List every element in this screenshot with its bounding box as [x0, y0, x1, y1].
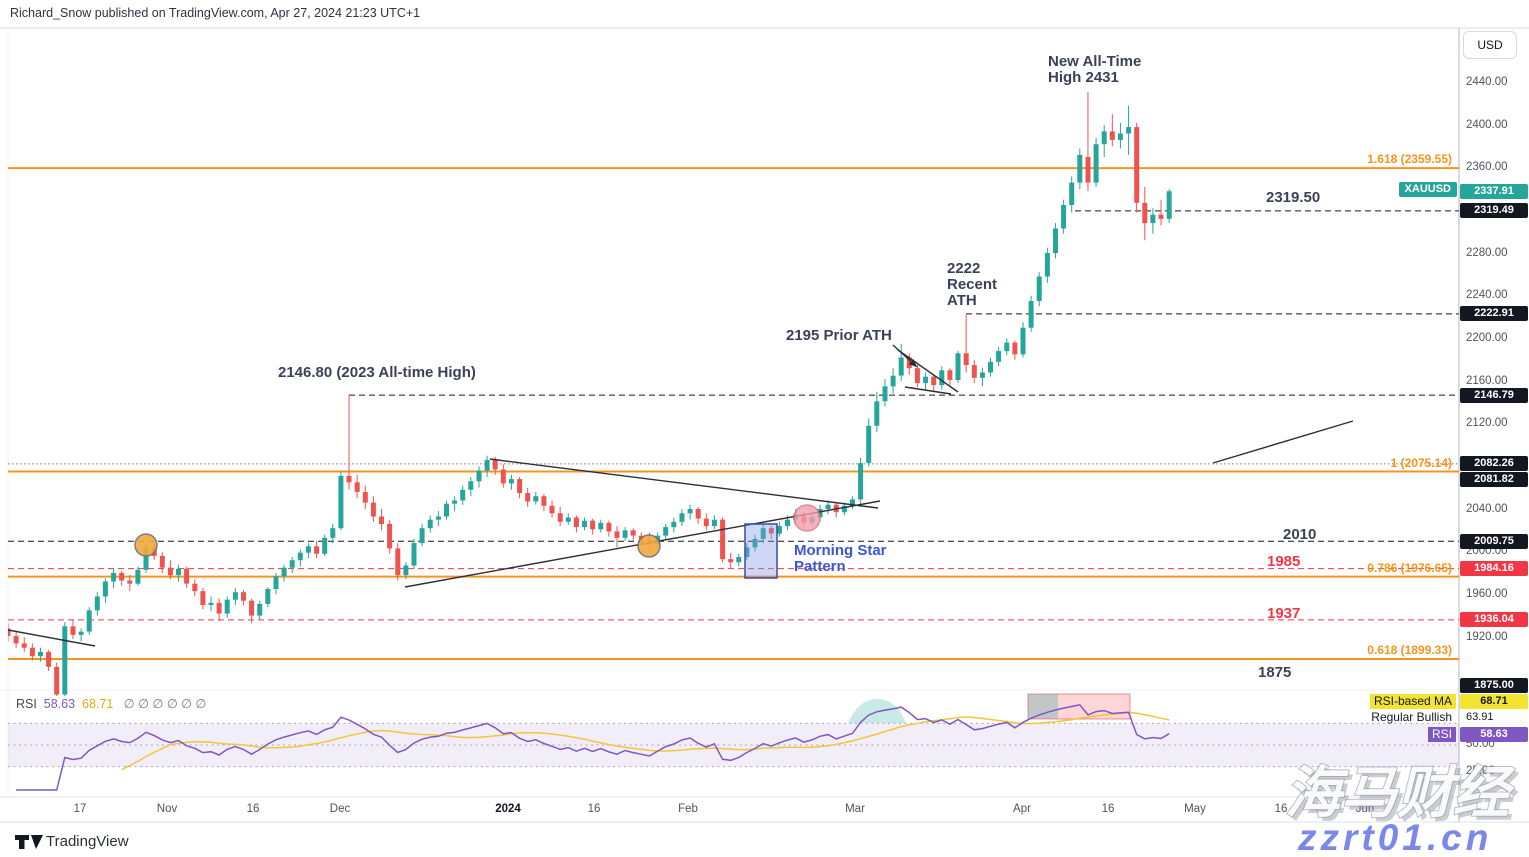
price-tick: 1960.00: [1466, 587, 1508, 600]
chart-annotation: 1937: [1267, 605, 1301, 622]
price-tick: 1920.00: [1466, 630, 1508, 643]
time-label: Jun: [1355, 803, 1375, 815]
chart-annotation: 2146.80 (2023 All-time High): [278, 364, 476, 381]
fib-level-label: 1 (2075.14): [1390, 455, 1452, 470]
time-label: May: [1184, 803, 1206, 815]
rsi-ma-value: 68.71: [82, 697, 114, 711]
price-plate: 1984.16: [1460, 561, 1528, 577]
price-plate: 2222.91: [1460, 306, 1528, 322]
price-plate: 2081.82: [1460, 472, 1528, 488]
time-label: 16: [1274, 803, 1288, 815]
fib-level-label: 0.786 (1976.65): [1367, 560, 1452, 575]
chart-annotation: New All-Time High 2431: [1048, 53, 1142, 86]
rsi-legend-title: RSI: [16, 697, 37, 711]
symbol-last-price-plate: XAUUSD: [1398, 182, 1457, 197]
time-label: 16: [246, 803, 260, 815]
chart-annotation: 2010: [1283, 526, 1317, 543]
rsi-row-label: RSI-based MA: [1369, 694, 1456, 709]
chart-annotation: Morning Star Pattern: [794, 542, 887, 575]
time-label: 16: [587, 803, 601, 815]
chart-annotation: 1985: [1267, 553, 1301, 570]
rsi-value: 58.63: [43, 697, 76, 711]
byline-text: Richard_Snow published on TradingView.co…: [10, 6, 421, 20]
tradingview-wordmark[interactable]: TradingView: [46, 833, 129, 850]
time-label: 16: [1101, 803, 1115, 815]
time-label: 2024: [495, 803, 521, 815]
price-tick: 2040.00: [1466, 502, 1508, 515]
tradingview-logo-icon[interactable]: [14, 831, 44, 851]
price-tick: 2360.00: [1466, 161, 1508, 174]
chart-annotation: 2319.50: [1266, 189, 1321, 206]
price-plate: 2319.49: [1460, 203, 1528, 219]
price-tick: 2160.00: [1466, 374, 1508, 387]
time-label: Mar: [845, 803, 865, 815]
price-tick: 2120.00: [1466, 417, 1508, 430]
price-plate: 1875.00: [1460, 677, 1528, 693]
price-tick: 2240.00: [1466, 289, 1508, 302]
time-label: Apr: [1013, 803, 1031, 815]
price-plate: 1936.04: [1460, 612, 1528, 628]
rsi-hidden-values: ∅ ∅ ∅ ∅ ∅ ∅: [123, 697, 207, 711]
price-tick: 2400.00: [1466, 118, 1508, 131]
chart-annotation: 2222 Recent ATH: [947, 260, 998, 309]
time-label: Nov: [156, 803, 178, 815]
time-label: 17: [73, 803, 87, 815]
currency-button[interactable]: USD: [1463, 31, 1517, 59]
fib-level-label: 1.618 (2359.55): [1367, 152, 1452, 167]
chart-annotation: 1875: [1258, 664, 1292, 681]
chart-annotation: 2195 Prior ATH: [786, 327, 892, 344]
price-tick: 2200.00: [1466, 331, 1508, 344]
price-plate: 2009.75: [1460, 533, 1528, 549]
price-tick: 2440.00: [1466, 75, 1508, 88]
rsi-row-label: Regular Bullish: [1371, 710, 1452, 724]
time-axis[interactable]: [0, 797, 1459, 822]
price-tick: 2280.00: [1466, 246, 1508, 259]
rsi-row-label: RSI: [1427, 727, 1456, 742]
price-plate: 2146.79: [1460, 387, 1528, 403]
rsi-row-value: 68.71: [1460, 694, 1528, 709]
rsi-axis-tick: 25.00: [1466, 765, 1495, 777]
fib-level-label: 0.618 (1899.33): [1367, 643, 1452, 658]
price-plate: 2337.91: [1460, 183, 1528, 199]
rsi-legend[interactable]: RSI 58.63 68.71 ∅ ∅ ∅ ∅ ∅ ∅: [16, 696, 206, 711]
rsi-row-value: 58.63: [1460, 727, 1528, 742]
rsi-row-value: 63.91: [1466, 711, 1494, 723]
time-label: Dec: [329, 803, 351, 815]
price-plate: 2082.26: [1460, 456, 1528, 472]
time-label: Feb: [678, 803, 698, 815]
